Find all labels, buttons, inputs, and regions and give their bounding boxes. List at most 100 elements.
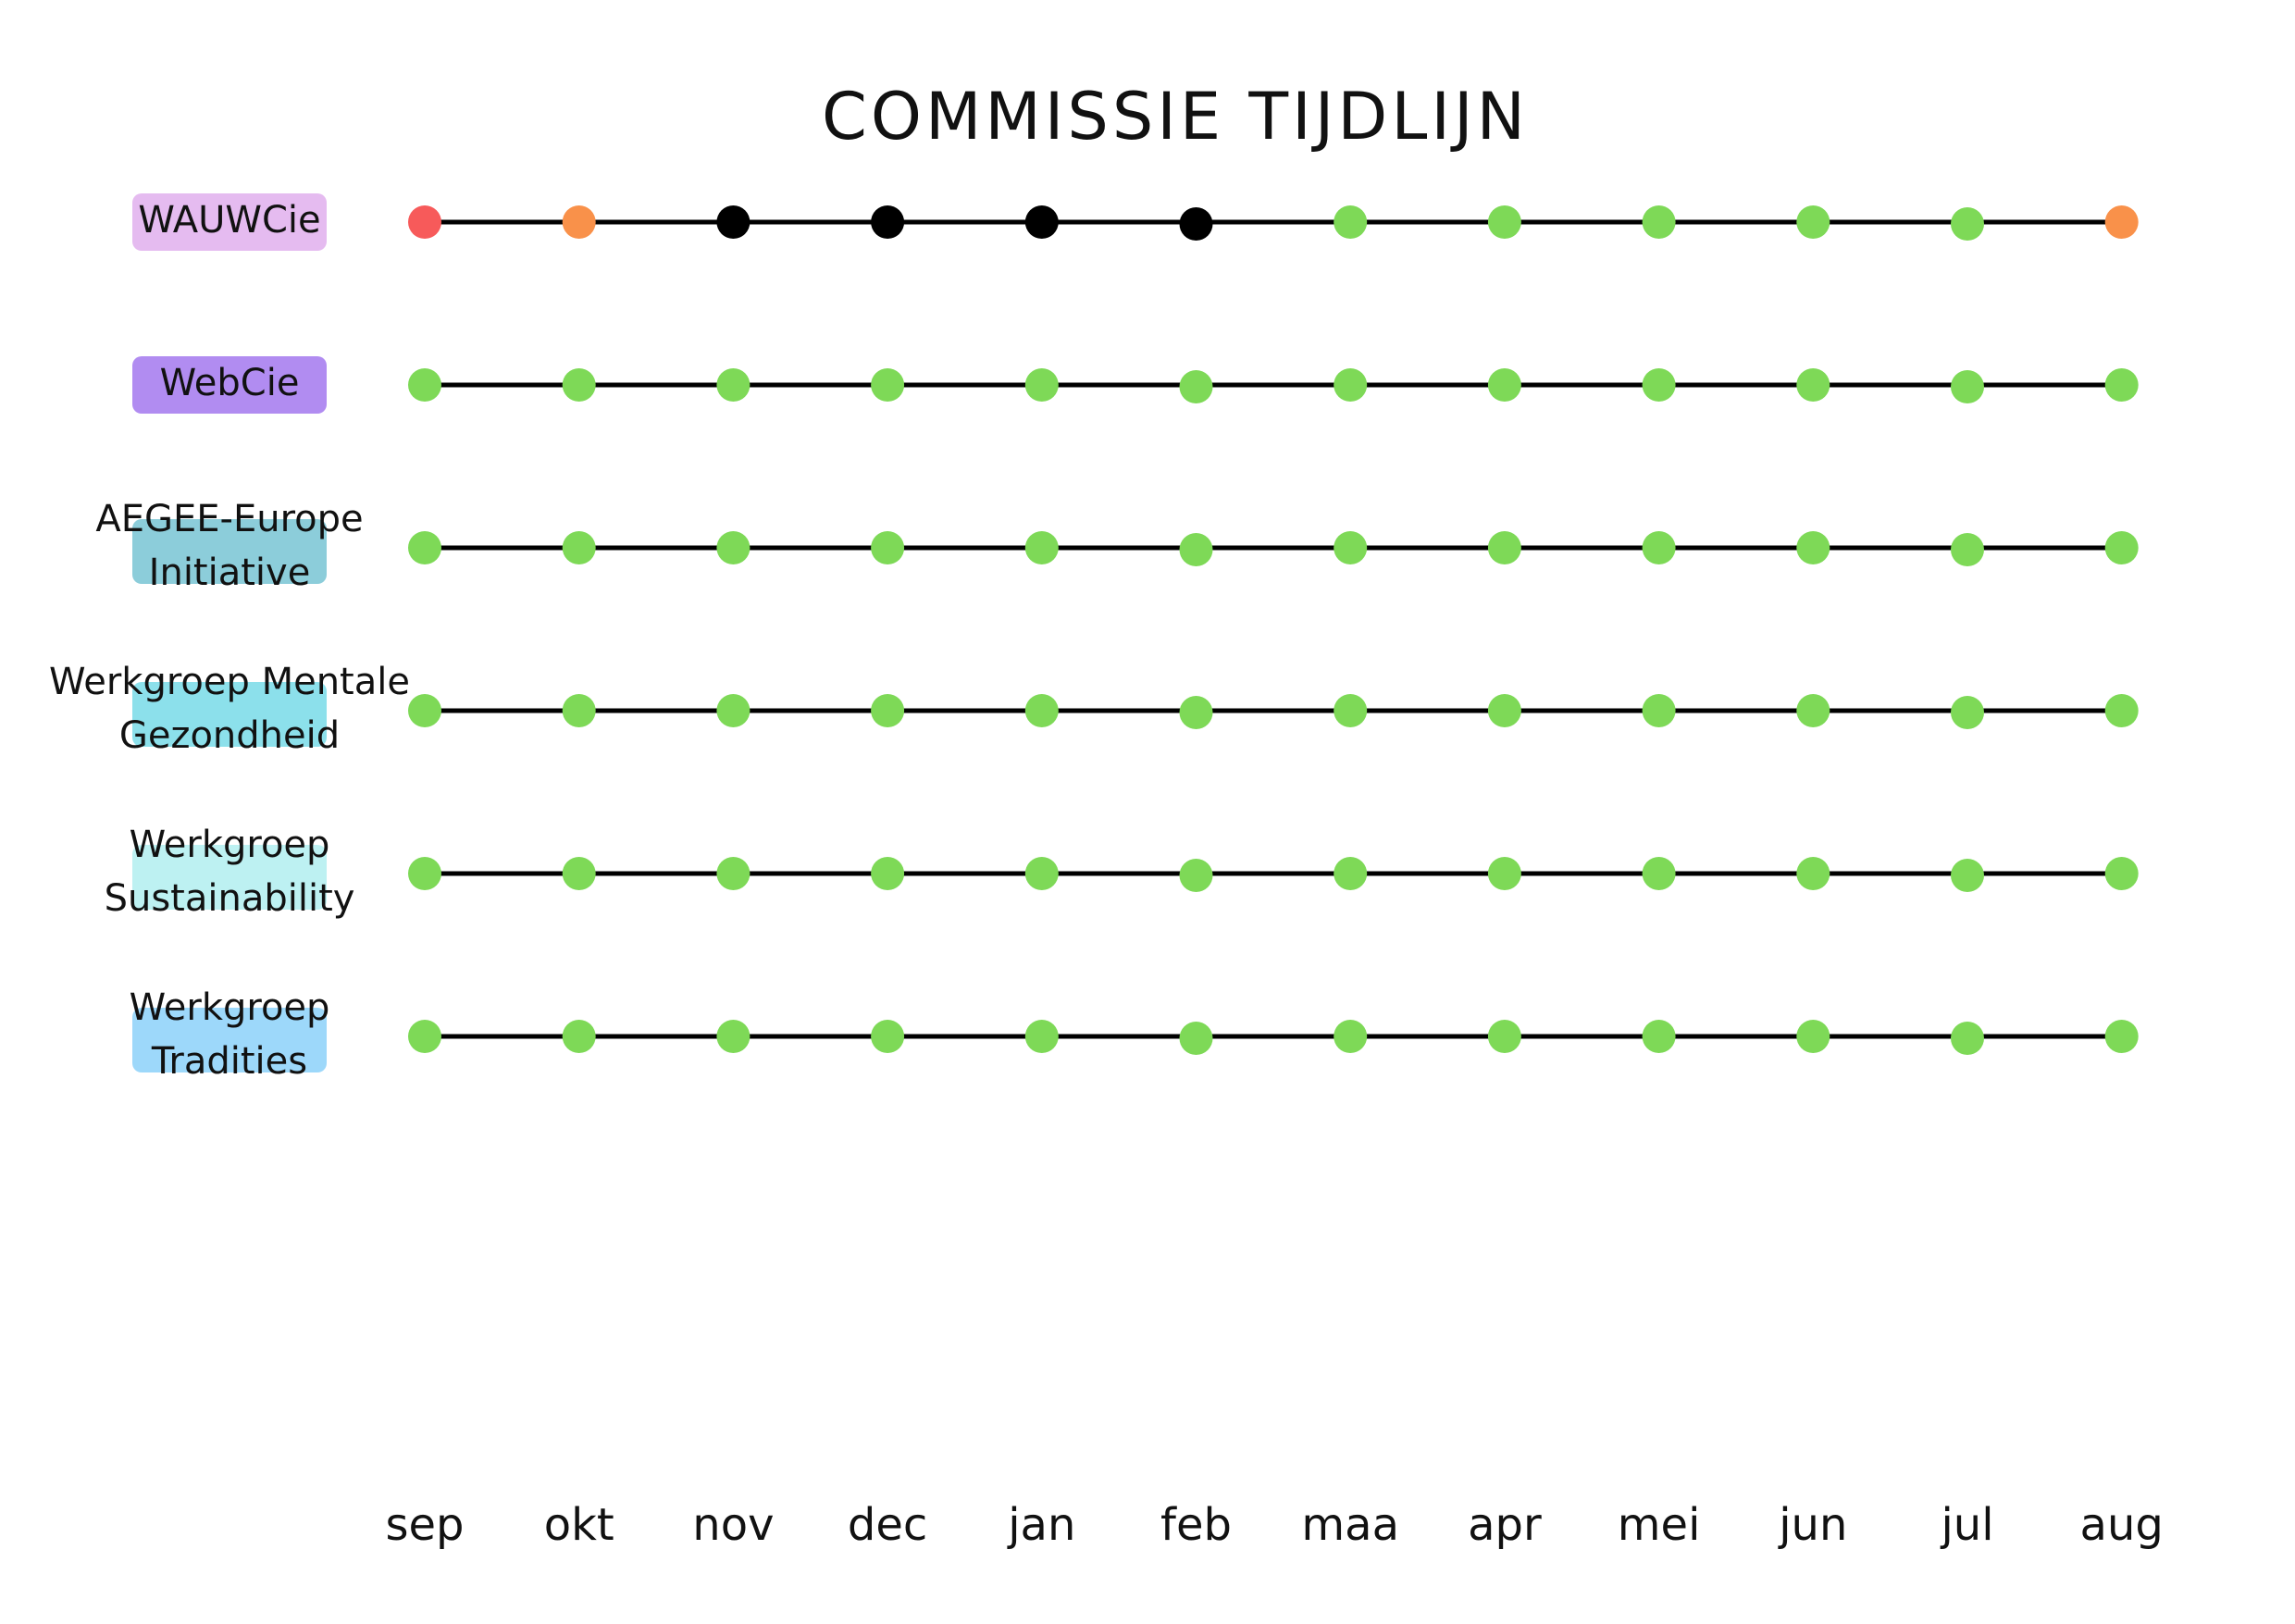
status-dot xyxy=(408,857,441,890)
status-dot xyxy=(408,694,441,727)
status-dot xyxy=(562,531,596,564)
status-dot xyxy=(871,857,905,890)
status-dot xyxy=(871,694,905,727)
status-dot xyxy=(1796,857,1830,890)
row-label: Werkgroep xyxy=(130,824,330,866)
status-dot xyxy=(562,694,596,727)
status-dot xyxy=(1334,694,1368,727)
status-dot xyxy=(1179,370,1213,403)
label-highlight xyxy=(132,519,327,584)
status-dot xyxy=(1951,207,1984,241)
status-dot xyxy=(2104,205,2139,239)
status-dot xyxy=(1334,531,1368,564)
status-dot xyxy=(1179,533,1213,566)
row-label: WAUWCie xyxy=(138,199,320,242)
status-dot xyxy=(1024,205,1059,239)
month-label: apr xyxy=(1468,1499,1542,1551)
status-dot xyxy=(1796,531,1830,564)
status-dot xyxy=(1024,368,1059,402)
status-dot xyxy=(1642,368,1676,402)
status-dot xyxy=(716,531,751,564)
status-dot xyxy=(1179,696,1213,729)
status-dot xyxy=(716,205,751,239)
status-dot xyxy=(408,531,441,564)
status-dot xyxy=(1796,694,1830,727)
row-label: Werkgroep Mentale xyxy=(49,661,410,703)
label-highlight xyxy=(132,356,327,414)
status-dot xyxy=(1951,370,1984,403)
status-dot xyxy=(2104,1020,2139,1053)
status-dot xyxy=(716,694,751,727)
row-label: Werkgroep xyxy=(130,986,330,1029)
status-dot xyxy=(1642,1020,1676,1053)
title: COMMISSIE TIJDLIJN xyxy=(822,79,1529,155)
status-dot xyxy=(1642,857,1676,890)
status-dot xyxy=(562,205,596,239)
status-dot xyxy=(1487,1020,1521,1053)
row-label: Initiative xyxy=(149,552,311,594)
status-dot xyxy=(1642,205,1676,239)
status-dot xyxy=(408,368,441,402)
status-dot xyxy=(1642,531,1676,564)
month-label: aug xyxy=(2080,1499,2164,1551)
status-dot xyxy=(408,1020,441,1053)
month-label: jun xyxy=(1778,1499,1847,1551)
status-dot xyxy=(1642,694,1676,727)
status-dot xyxy=(716,1020,751,1053)
row-label: Sustainability xyxy=(105,877,355,920)
month-label: sep xyxy=(385,1499,464,1551)
status-dot xyxy=(1951,1022,1984,1055)
status-dot xyxy=(1334,857,1368,890)
month-label: okt xyxy=(544,1499,614,1551)
status-dot xyxy=(1951,859,1984,892)
status-dot xyxy=(1487,857,1521,890)
month-label: dec xyxy=(848,1499,927,1551)
status-dot xyxy=(2104,857,2139,890)
status-dot xyxy=(716,857,751,890)
label-highlight xyxy=(132,193,327,251)
status-dot xyxy=(1334,205,1368,239)
status-dot xyxy=(408,205,441,239)
status-dot xyxy=(2104,368,2139,402)
status-dot xyxy=(1487,205,1521,239)
status-dot xyxy=(1951,533,1984,566)
status-dot xyxy=(871,1020,905,1053)
status-dot xyxy=(1024,694,1059,727)
month-label: maa xyxy=(1301,1499,1399,1551)
label-highlight xyxy=(132,845,327,910)
label-highlight xyxy=(132,1008,327,1072)
status-dot xyxy=(562,368,596,402)
status-dot xyxy=(1487,531,1521,564)
row-label: Gezondheid xyxy=(119,714,340,757)
month-label: jul xyxy=(1940,1499,1993,1551)
status-dot xyxy=(871,368,905,402)
label-highlight xyxy=(132,682,327,747)
status-dot xyxy=(1024,1020,1059,1053)
month-label: feb xyxy=(1160,1499,1232,1551)
status-dot xyxy=(716,368,751,402)
status-dot xyxy=(1951,696,1984,729)
status-dot xyxy=(1334,1020,1368,1053)
status-dot xyxy=(1024,531,1059,564)
status-dot xyxy=(1487,694,1521,727)
status-dot xyxy=(1179,1022,1213,1055)
status-dot xyxy=(1179,207,1213,241)
status-dot xyxy=(871,205,905,239)
month-label: nov xyxy=(692,1499,774,1551)
status-dot xyxy=(1024,857,1059,890)
status-dot xyxy=(562,857,596,890)
row-label: WebCie xyxy=(160,362,300,404)
status-dot xyxy=(1796,1020,1830,1053)
status-dot xyxy=(2104,531,2139,564)
status-dot xyxy=(2104,694,2139,727)
row-label: Tradities xyxy=(151,1040,307,1083)
status-dot xyxy=(1796,368,1830,402)
status-dot xyxy=(1179,859,1213,892)
month-label: mei xyxy=(1618,1499,1701,1551)
status-dot xyxy=(871,531,905,564)
status-dot xyxy=(1334,368,1368,402)
status-dot xyxy=(1796,205,1830,239)
row-label: AEGEE-Europe xyxy=(95,498,363,540)
month-label: jan xyxy=(1007,1499,1075,1551)
